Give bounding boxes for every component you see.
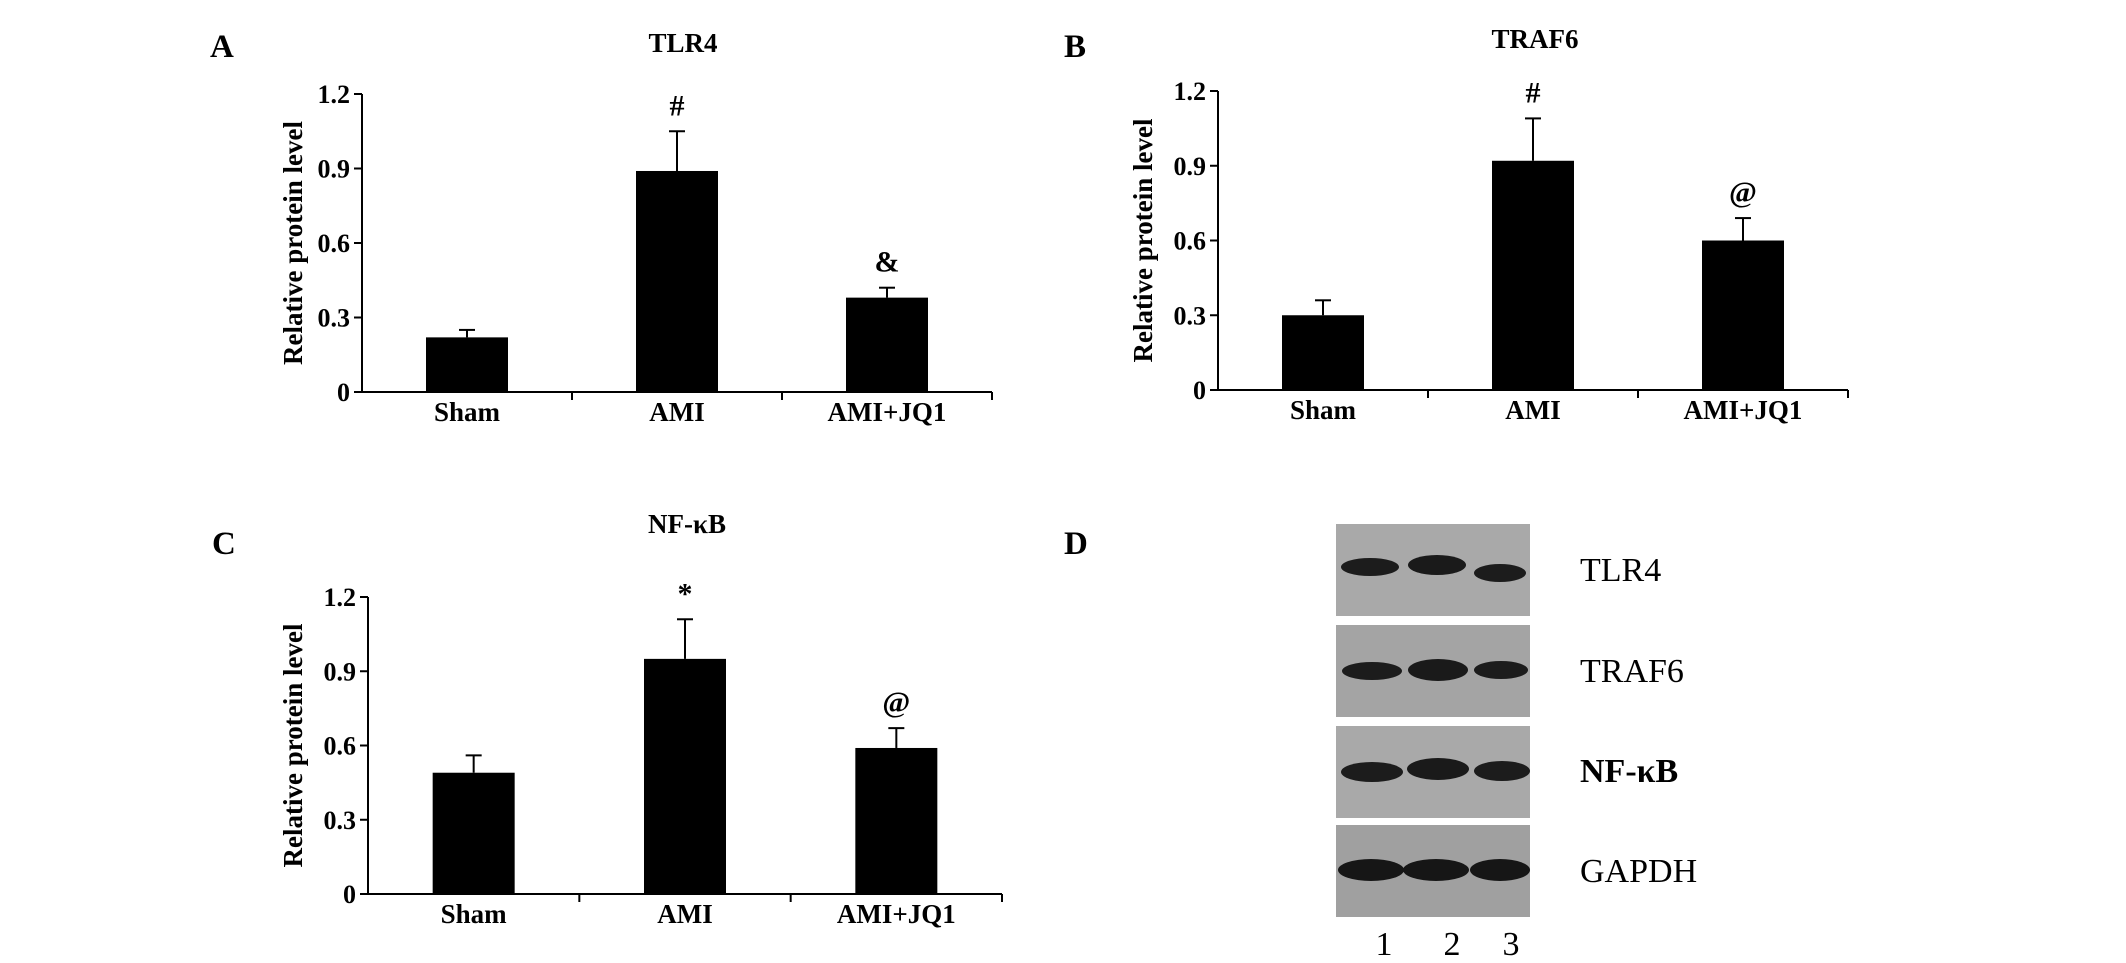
blot-label-nfkb: NF-κB: [1580, 753, 1678, 790]
bar-traf6-2: [1702, 240, 1784, 390]
bar-tlr4-1: [636, 170, 718, 392]
chart-title-nfkb: NF-κB: [648, 509, 726, 539]
significance-mark-nfkb-2: @: [882, 686, 910, 719]
y-tick-label-tlr4: 0.9: [318, 155, 351, 184]
band-nfkb-lane-2: [1407, 758, 1469, 780]
lane-label-3: 3: [1503, 926, 1520, 963]
category-label-tlr4-2: AMI+JQ1: [828, 397, 947, 427]
significance-mark-nfkb-1: *: [678, 577, 693, 610]
band-traf6-lane-1: [1342, 662, 1402, 680]
chart-nfkb: NF-κB Relative protein level 0 0.3 0.6 0.9 1.2…: [278, 509, 1003, 929]
band-tlr4-lane-3: [1474, 564, 1526, 582]
y-tick-label-tlr4: 1.2: [318, 80, 351, 109]
y-tick-label-traf6: 0: [1193, 376, 1206, 405]
y-axis-label-traf6: Relative protein level: [1128, 118, 1158, 362]
significance-mark-tlr4-1: #: [670, 89, 685, 122]
y-tick-label-nfkb: 0: [343, 880, 356, 909]
significance-mark-tlr4-2: &: [875, 246, 900, 279]
category-label-tlr4-0: Sham: [434, 397, 501, 427]
chart-traf6: TRAF6 Relative protein level 0 0.3 0.6 0.9 1.2…: [1128, 24, 1849, 425]
lane-label-1: 1: [1376, 926, 1393, 963]
band-traf6-lane-3: [1474, 661, 1528, 679]
y-tick-label-traf6: 1.2: [1174, 77, 1207, 106]
blot-label-gapdh: GAPDH: [1580, 853, 1697, 890]
band-gapdh-lane-2: [1403, 859, 1469, 881]
y-tick-label-nfkb: 0.6: [324, 732, 357, 761]
significance-mark-traf6-2: @: [1729, 176, 1757, 209]
y-tick-label-traf6: 0.3: [1174, 301, 1207, 330]
significance-mark-traf6-1: #: [1526, 76, 1541, 109]
category-label-traf6-2: AMI+JQ1: [1684, 395, 1803, 425]
blot-label-traf6: TRAF6: [1580, 653, 1684, 690]
panel-letter-c: C: [212, 526, 236, 562]
y-tick-label-tlr4: 0.6: [318, 229, 351, 258]
panel-letter-d: D: [1064, 526, 1088, 562]
category-label-traf6-1: AMI: [1505, 395, 1561, 425]
bar-nfkb-1: [644, 658, 726, 894]
bar-traf6-1: [1492, 160, 1574, 390]
category-label-nfkb-1: AMI: [657, 899, 713, 929]
panel-letter-b: B: [1064, 29, 1086, 65]
bar-tlr4-2: [846, 297, 928, 392]
western-blot: TLR4 TRAF6 NF-κB GAPDH 1 2 3: [1336, 524, 1697, 963]
band-traf6-lane-2: [1408, 659, 1468, 681]
band-nfkb-lane-1: [1341, 762, 1403, 782]
blot-label-tlr4: TLR4: [1580, 552, 1661, 589]
category-label-tlr4-1: AMI: [649, 397, 705, 427]
chart-title-traf6: TRAF6: [1492, 24, 1579, 54]
y-tick-label-tlr4: 0.3: [318, 304, 351, 333]
category-label-traf6-0: Sham: [1290, 395, 1357, 425]
band-gapdh-lane-1: [1338, 859, 1404, 881]
chart-tlr4: TLR4 Relative protein level 0 0.3 0.6 0.9 1.2 S…: [278, 28, 993, 427]
band-gapdh-lane-3: [1470, 859, 1530, 881]
bar-nfkb-2: [855, 747, 938, 894]
bar-traf6-0: [1282, 315, 1364, 390]
chart-title-tlr4: TLR4: [648, 28, 717, 58]
panel-letter-a: A: [210, 29, 234, 65]
y-tick-label-nfkb: 0.9: [324, 657, 357, 686]
band-nfkb-lane-3: [1474, 761, 1530, 781]
lane-label-2: 2: [1444, 926, 1461, 963]
y-tick-label-traf6: 0.9: [1174, 152, 1207, 181]
y-axis-label-nfkb: Relative protein level: [278, 623, 308, 867]
y-tick-label-nfkb: 0.3: [324, 806, 357, 835]
y-tick-label-tlr4: 0: [337, 378, 350, 407]
band-tlr4-lane-2: [1408, 555, 1466, 575]
y-tick-label-traf6: 0.6: [1174, 227, 1207, 256]
category-label-nfkb-0: Sham: [441, 899, 508, 929]
bar-tlr4-0: [426, 337, 508, 392]
bar-nfkb-0: [432, 772, 515, 894]
y-tick-label-nfkb: 1.2: [324, 583, 357, 612]
band-tlr4-lane-1: [1341, 558, 1399, 576]
category-label-nfkb-2: AMI+JQ1: [837, 899, 956, 929]
y-axis-label-tlr4: Relative protein level: [278, 121, 308, 365]
